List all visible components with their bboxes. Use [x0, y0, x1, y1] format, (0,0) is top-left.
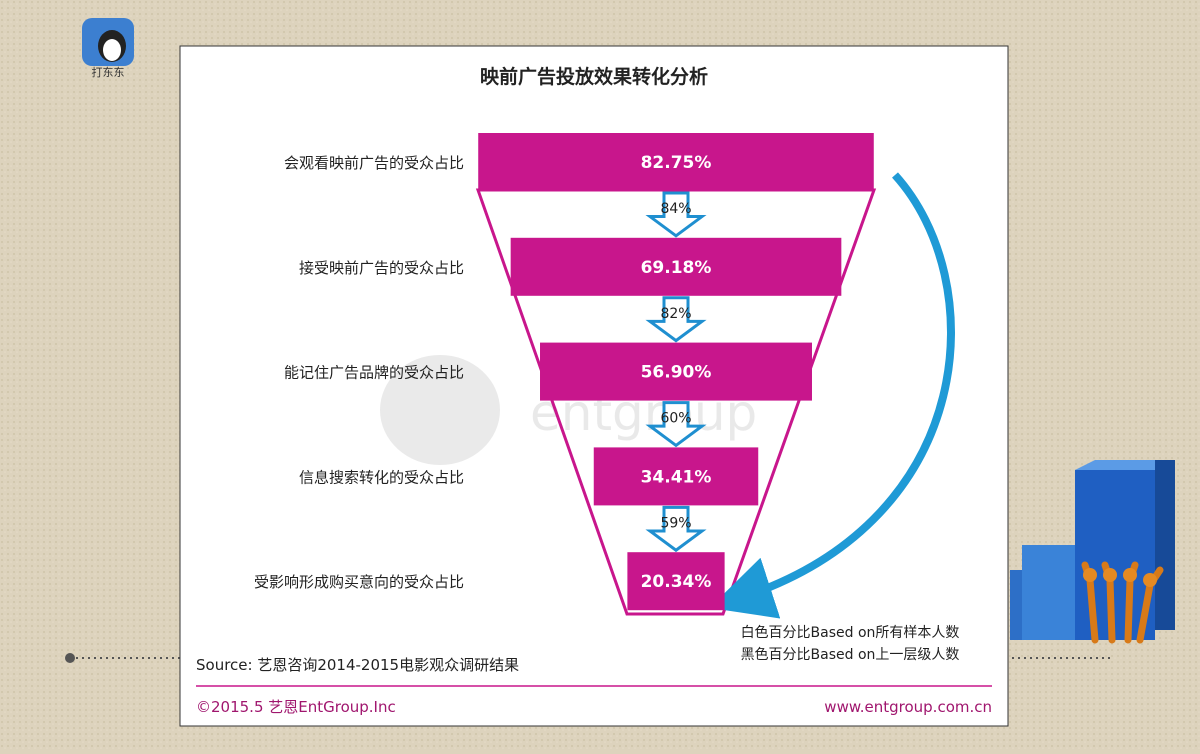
value-label: 56.90%: [641, 363, 712, 383]
bar: [510, 237, 842, 296]
dot: [65, 653, 75, 663]
decoration-bars: [1010, 460, 1175, 644]
value-label: 34.41%: [641, 467, 712, 487]
app-icon: 打东东: [82, 18, 134, 79]
conversion-arrow: [645, 505, 707, 553]
bar: [540, 342, 812, 401]
footer-right: www.entgroup.com.cn: [824, 698, 992, 716]
app-label: 打东东: [92, 65, 125, 79]
value-label: 20.34%: [641, 572, 712, 592]
category-label: 信息搜索转化的受众占比: [299, 468, 464, 486]
conversion-label: 82%: [660, 306, 691, 322]
category-label: 会观看映前广告的受众占比: [284, 154, 464, 172]
note: 白色百分比Based on所有样本人数: [741, 624, 960, 641]
value-label: 69.18%: [641, 258, 712, 278]
footer-left: ©2015.5 艺恩EntGroup.Inc: [196, 698, 396, 716]
chart-title: 映前广告投放效果转化分析: [480, 65, 708, 88]
category-label: 受影响形成购买意向的受众占比: [254, 573, 464, 591]
conversion-arrow: [645, 191, 707, 238]
source: Source: 艺恩咨询2014-2015电影观众调研结果: [196, 656, 519, 674]
note: 黑色百分比Based on上一层级人数: [741, 646, 960, 663]
curved-arrow: [709, 172, 955, 619]
category-label: 接受映前广告的受众占比: [299, 259, 464, 277]
category-label: 能记住广告品牌的受众占比: [284, 364, 464, 382]
bar: [627, 552, 725, 611]
conversion-arrow: [645, 401, 707, 448]
value-label: 82.75%: [641, 153, 712, 173]
bar: [593, 447, 759, 506]
conversion-label: 60%: [660, 411, 691, 427]
bar: [478, 133, 874, 191]
conversion-label: 59%: [660, 515, 691, 531]
conversion-label: 84%: [660, 201, 691, 217]
conversion-arrow: [645, 296, 707, 343]
